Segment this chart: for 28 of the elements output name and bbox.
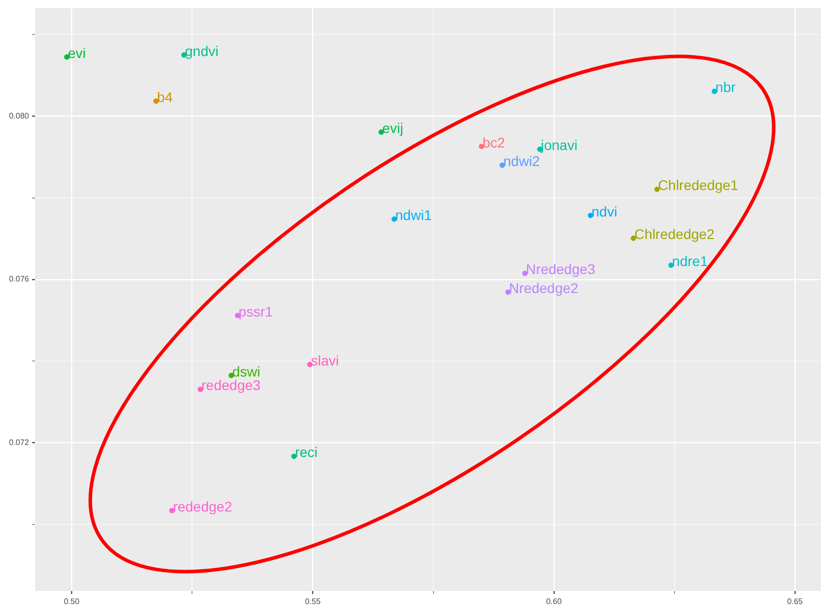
series-label: evi xyxy=(68,44,86,61)
series-label: nbr xyxy=(715,79,736,96)
series-label: gndvi xyxy=(185,42,218,59)
series-label: rededge2 xyxy=(172,498,232,514)
series-label: pssr1 xyxy=(238,303,273,320)
series-label: Nrededge2 xyxy=(509,280,579,296)
series-label: Chlrededge2 xyxy=(634,226,715,242)
x-tick-label: 0.60 xyxy=(546,597,562,606)
series-label: slavi xyxy=(310,352,339,368)
series-label: bc2 xyxy=(482,134,506,150)
series-label: Nrededge3 xyxy=(526,261,596,278)
series-label: Chlrededge1 xyxy=(658,177,738,194)
series-label: reci xyxy=(294,444,318,460)
series-label: ndwi2 xyxy=(503,153,540,170)
series-label: rededge3 xyxy=(201,377,261,394)
x-tick-label: 0.50 xyxy=(64,597,80,606)
series-label: jonavi xyxy=(540,137,578,154)
series-label: ndwi1 xyxy=(395,206,432,223)
series-label: ndre1 xyxy=(672,253,708,270)
x-tick-label: 0.65 xyxy=(787,597,804,606)
y-tick-label: 0.076 xyxy=(8,274,30,284)
y-tick-label: 0.072 xyxy=(8,438,30,448)
series-label: dswi xyxy=(232,363,260,380)
series-label: b4 xyxy=(157,88,173,105)
series-label: evij xyxy=(382,120,404,136)
y-tick-label: 0.080 xyxy=(8,111,30,120)
x-tick-label: 0.55 xyxy=(304,597,322,606)
series-label: ndvi xyxy=(592,203,618,220)
